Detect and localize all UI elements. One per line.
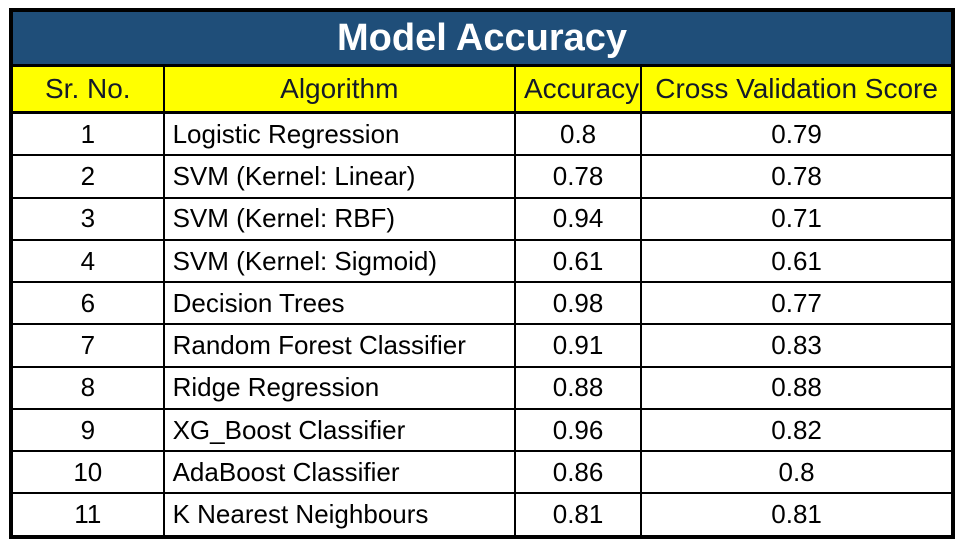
cell-algorithm: XG_Boost Classifier [162, 407, 516, 453]
cell-sr-no: 4 [10, 238, 165, 284]
cell-algorithm: SVM (Kernel: RBF) [162, 196, 516, 241]
cell-sr-no: 3 [10, 196, 165, 241]
cell-cvs: 0.71 [640, 196, 954, 241]
table-header-row: Sr. No. Algorithm Accuracy Cross Validat… [10, 64, 954, 114]
cell-sr-no: 6 [10, 281, 165, 326]
model-accuracy-table: Model Accuracy Sr. No. Algorithm Accurac… [9, 8, 955, 539]
table-row: 3 SVM (Kernel: RBF) 0.94 0.71 [10, 196, 954, 241]
cell-cvs: 0.88 [640, 365, 954, 410]
cell-algorithm: Decision Trees [162, 281, 516, 326]
cell-cvs: 0.61 [640, 238, 954, 284]
cell-algorithm: Logistic Regression [162, 111, 516, 157]
column-header-algorithm: Algorithm [162, 64, 516, 114]
cell-algorithm: K Nearest Neighbours [162, 492, 516, 538]
table-title: Model Accuracy [10, 9, 954, 67]
cell-cvs: 0.81 [640, 492, 954, 538]
table-row: 7 Random Forest Classifier 0.91 0.83 [10, 323, 954, 368]
cell-sr-no: 11 [10, 492, 165, 538]
table-row: 8 Ridge Regression 0.88 0.88 [10, 365, 954, 410]
cell-sr-no: 10 [10, 450, 165, 495]
table-row: 11 K Nearest Neighbours 0.81 0.81 [10, 492, 954, 538]
table-row: 9 XG_Boost Classifier 0.96 0.82 [10, 407, 954, 453]
model-accuracy-table-container: Model Accuracy Sr. No. Algorithm Accurac… [9, 8, 955, 539]
cell-algorithm: SVM (Kernel: Linear) [162, 154, 516, 199]
table-row: 10 AdaBoost Classifier 0.86 0.8 [10, 450, 954, 495]
cell-sr-no: 9 [10, 407, 165, 453]
column-header-accuracy: Accuracy [513, 64, 643, 114]
cell-cvs: 0.83 [640, 323, 954, 368]
cell-accuracy: 0.78 [513, 154, 643, 199]
cell-cvs: 0.8 [640, 450, 954, 495]
cell-cvs: 0.79 [640, 111, 954, 157]
cell-algorithm: Random Forest Classifier [162, 323, 516, 368]
table-row: 6 Decision Trees 0.98 0.77 [10, 281, 954, 326]
cell-cvs: 0.82 [640, 407, 954, 453]
cell-accuracy: 0.98 [513, 281, 643, 326]
column-header-cross-validation-score: Cross Validation Score [640, 64, 954, 114]
column-header-sr-no: Sr. No. [10, 64, 165, 114]
table-row: 2 SVM (Kernel: Linear) 0.78 0.78 [10, 154, 954, 199]
cell-accuracy: 0.86 [513, 450, 643, 495]
cell-algorithm: Ridge Regression [162, 365, 516, 410]
table-title-row: Model Accuracy [10, 9, 954, 67]
cell-sr-no: 2 [10, 154, 165, 199]
cell-accuracy: 0.94 [513, 196, 643, 241]
cell-accuracy: 0.61 [513, 238, 643, 284]
cell-accuracy: 0.96 [513, 407, 643, 453]
cell-sr-no: 1 [10, 111, 165, 157]
cell-accuracy: 0.81 [513, 492, 643, 538]
cell-accuracy: 0.8 [513, 111, 643, 157]
cell-algorithm: SVM (Kernel: Sigmoid) [162, 238, 516, 284]
table-row: 4 SVM (Kernel: Sigmoid) 0.61 0.61 [10, 238, 954, 284]
table-row: 1 Logistic Regression 0.8 0.79 [10, 111, 954, 157]
cell-sr-no: 8 [10, 365, 165, 410]
cell-sr-no: 7 [10, 323, 165, 368]
cell-cvs: 0.77 [640, 281, 954, 326]
cell-algorithm: AdaBoost Classifier [162, 450, 516, 495]
cell-cvs: 0.78 [640, 154, 954, 199]
cell-accuracy: 0.91 [513, 323, 643, 368]
cell-accuracy: 0.88 [513, 365, 643, 410]
